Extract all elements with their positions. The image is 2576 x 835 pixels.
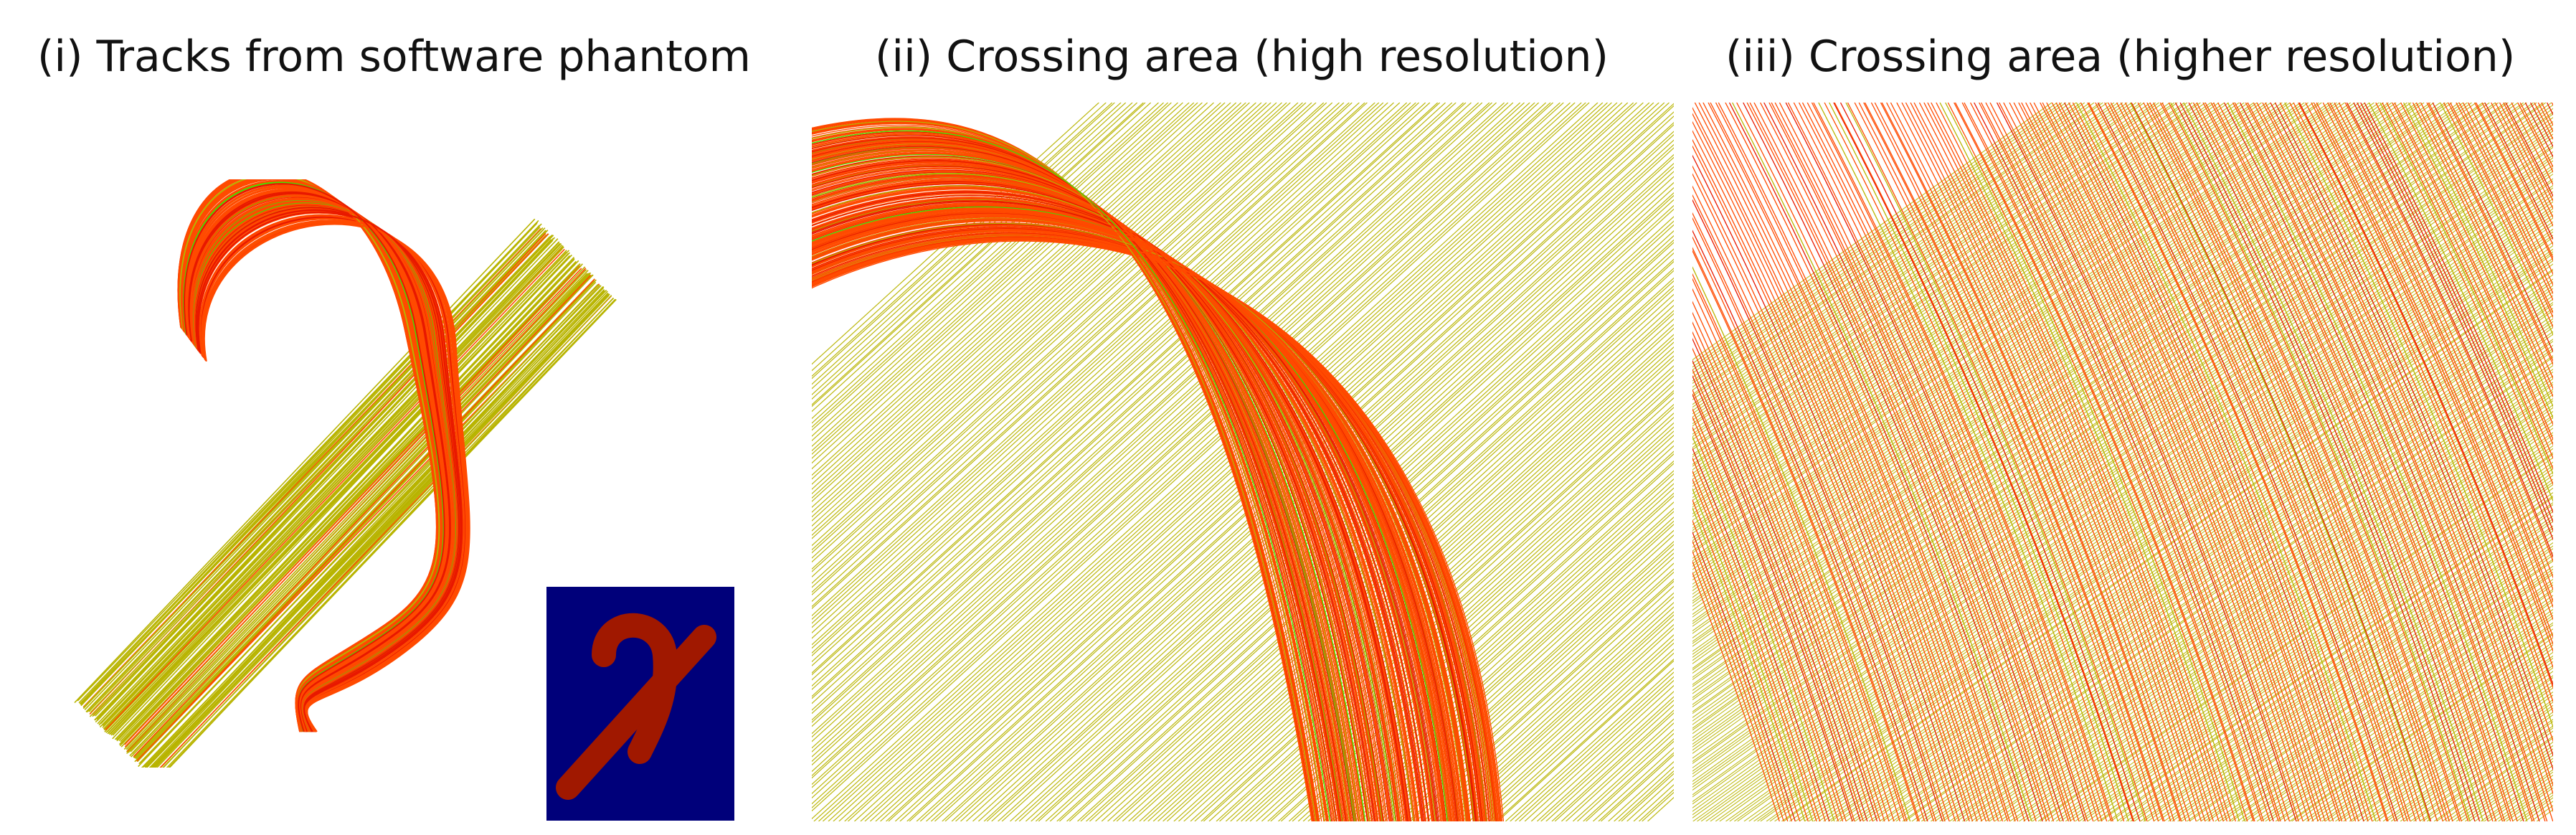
tracks-overview-image [74, 179, 617, 768]
crossing-high-resolution-image [812, 103, 1674, 821]
panel-title-crossing-higher: (iii) Crossing area (higher resolution) [1725, 32, 2516, 82]
crossing-higher-resolution-image [1692, 103, 2553, 821]
panel-title-tracks-overview: (i) Tracks from software phantom [37, 32, 751, 82]
phantom-mask-inset [546, 587, 734, 821]
panel-title-crossing-high: (ii) Crossing area (high resolution) [875, 32, 1609, 82]
